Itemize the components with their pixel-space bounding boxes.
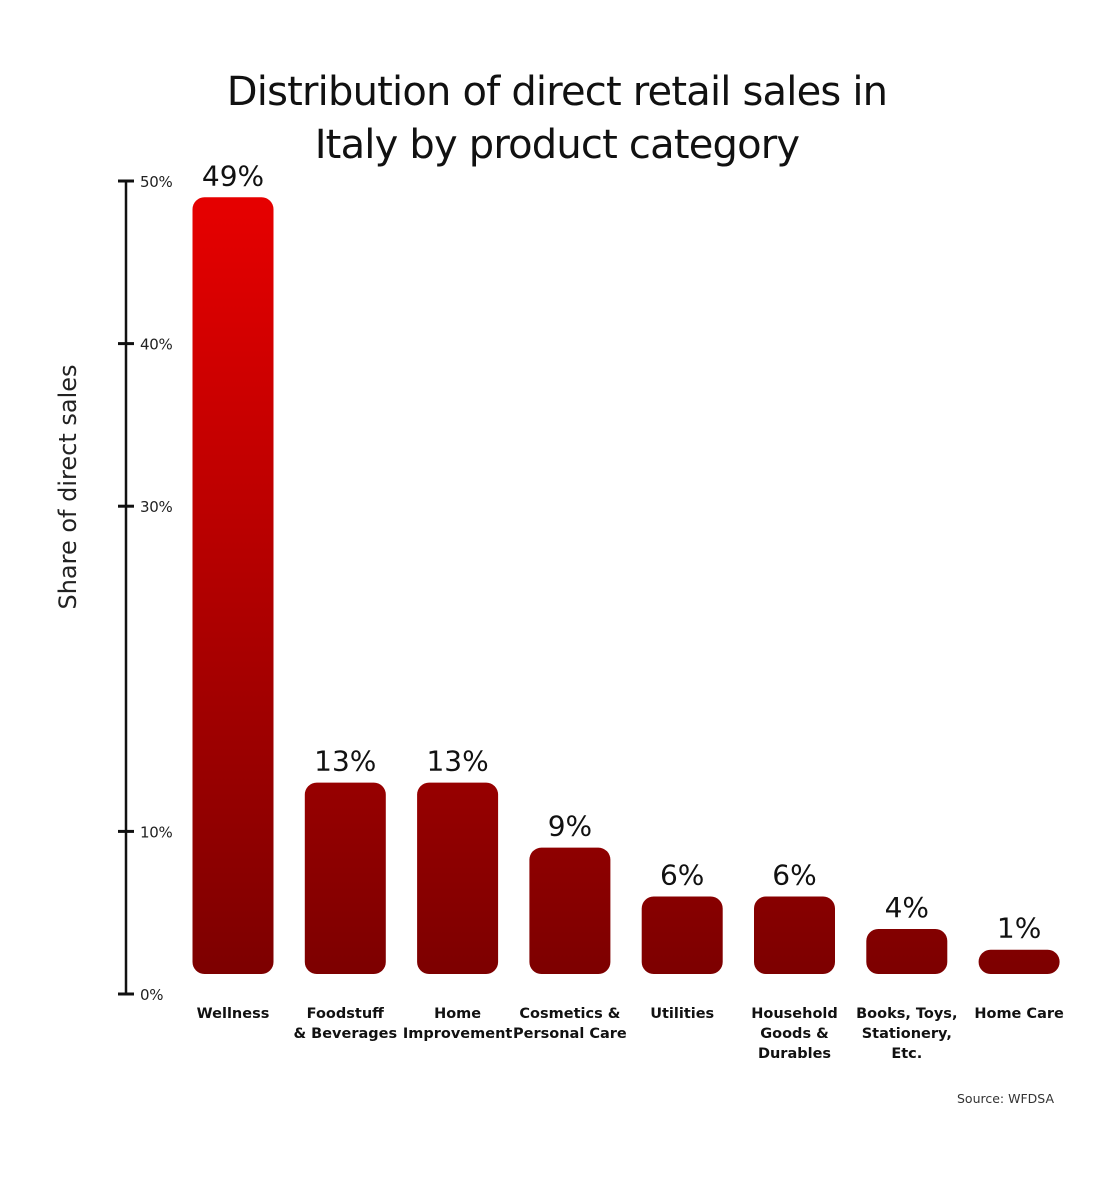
y-tick-label: 40% — [140, 336, 172, 354]
bar — [529, 847, 611, 974]
value-label: 6% — [660, 858, 704, 891]
bar — [641, 896, 723, 974]
value-label: 9% — [548, 810, 592, 843]
category-label: Foodstuff — [307, 1006, 385, 1022]
chart-title-line-1: Distribution of direct retail sales in — [226, 69, 888, 115]
value-label: 49% — [202, 159, 264, 192]
bar — [192, 197, 274, 974]
bar — [866, 928, 948, 974]
y-axis-title: Share of direct sales — [54, 364, 82, 609]
category-label: Stationery, — [862, 1026, 952, 1042]
bars: 49% 13% 13% 9% 6% 6% 4% 1% — [192, 159, 1060, 974]
category-label: Cosmetics & — [519, 1006, 620, 1022]
chart-title: Distribution of direct retail sales in I… — [0, 66, 1114, 172]
category-label: Household — [751, 1006, 838, 1022]
category-label: Durables — [758, 1046, 831, 1062]
category-label: Personal Care — [513, 1026, 627, 1042]
bar — [304, 782, 386, 974]
category-label: Etc. — [891, 1046, 922, 1062]
category-label: & Beverages — [293, 1026, 397, 1042]
chart-title-line-2: Italy by product category — [314, 122, 800, 168]
y-tick-label: 0% — [140, 986, 163, 1004]
y-tick-label: 50% — [140, 173, 172, 191]
category-label: Home — [434, 1006, 481, 1022]
category-label: Home Care — [974, 1006, 1064, 1022]
bar — [417, 782, 499, 974]
bar — [978, 949, 1060, 974]
y-tick-label: 10% — [140, 823, 172, 841]
y-tick-label: 30% — [140, 498, 172, 516]
value-label: 13% — [426, 745, 488, 778]
y-axis: 0% 10% 30% 40% 50% — [118, 173, 173, 1004]
category-label: Utilities — [650, 1006, 714, 1022]
source-note: Source: WFDSA — [956, 1091, 1054, 1106]
category-label: Wellness — [197, 1006, 270, 1022]
category-label: Books, Toys, — [856, 1006, 957, 1022]
value-label: 4% — [885, 891, 929, 924]
value-label: 1% — [997, 912, 1041, 945]
value-label: 13% — [314, 745, 376, 778]
value-label: 6% — [772, 858, 816, 891]
category-label: Improvement — [403, 1026, 513, 1042]
category-labels: Wellness Foodstuff & Beverages Home Improvem… — [197, 1006, 1064, 1062]
bar — [754, 896, 835, 974]
category-label: Goods & — [760, 1026, 829, 1042]
